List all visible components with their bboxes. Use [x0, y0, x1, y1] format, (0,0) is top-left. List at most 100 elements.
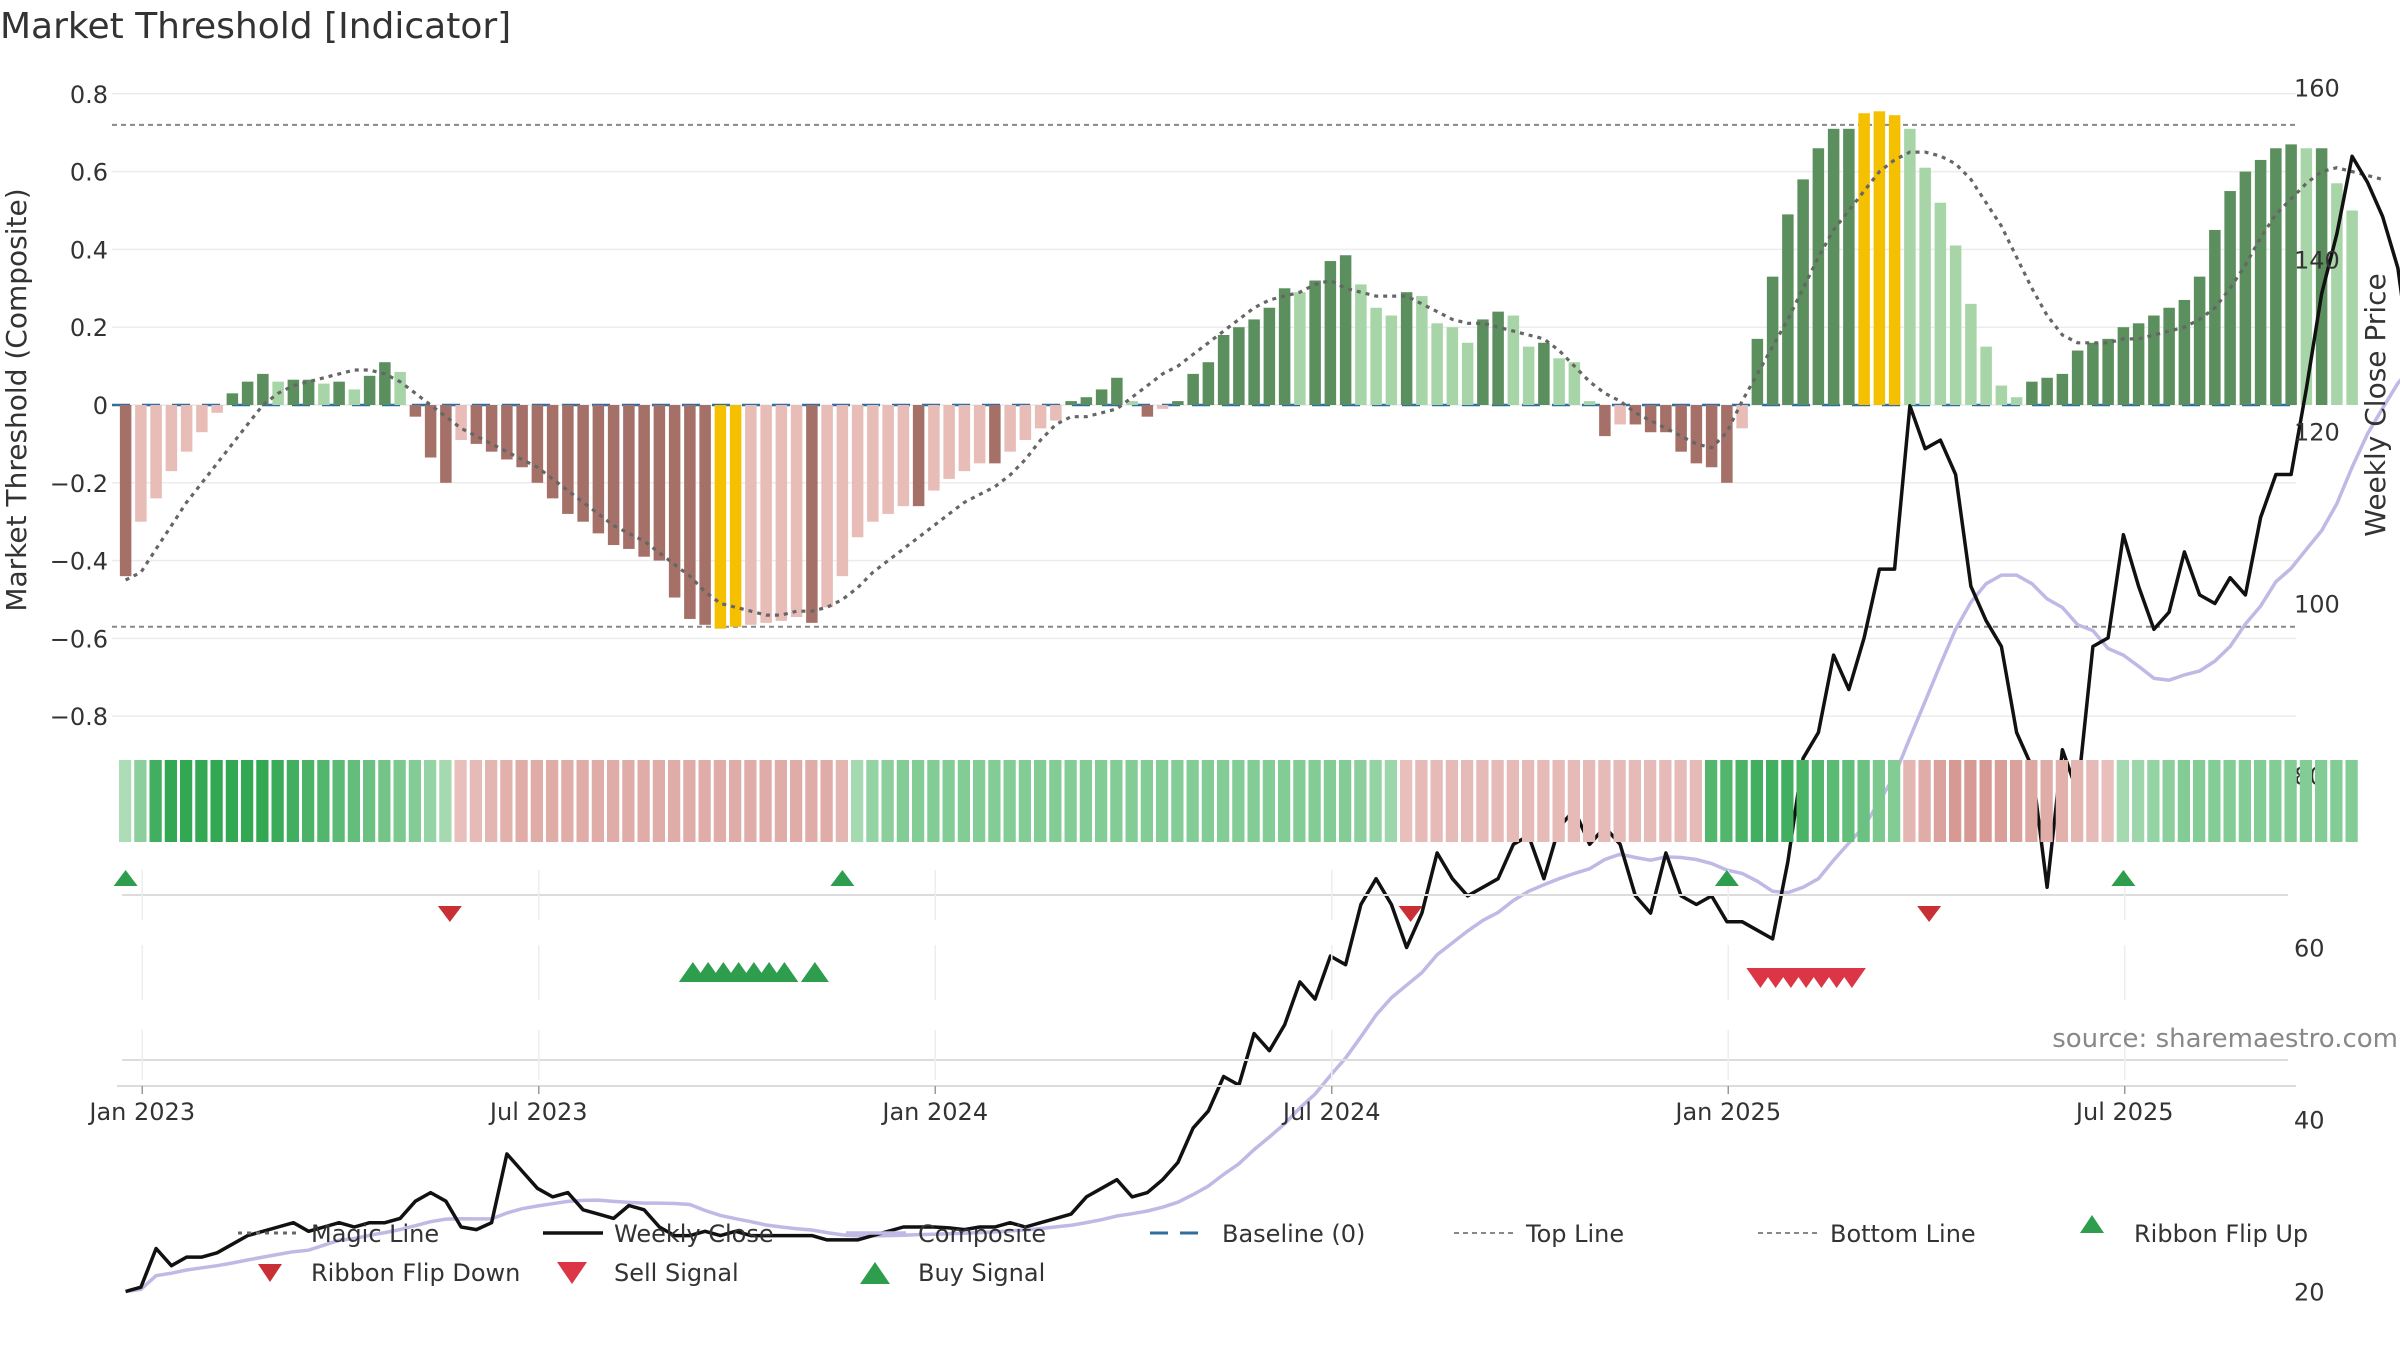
composite-bar	[562, 405, 574, 514]
composite-bar	[470, 405, 483, 444]
ribbon-cell	[2132, 760, 2145, 842]
composite-bar	[119, 405, 132, 577]
composite-bar	[1827, 128, 1840, 405]
composite-bar	[226, 393, 239, 405]
composite-bar	[668, 405, 681, 598]
ribbon-cell	[2177, 760, 2190, 842]
ribbon-cell	[1034, 760, 1047, 842]
ribbon-cell	[561, 760, 574, 842]
ribbon-cell	[652, 760, 665, 842]
ribbon-cell	[835, 760, 848, 842]
ribbon-cell	[713, 760, 726, 842]
composite-bar	[379, 362, 391, 405]
ribbon-cell	[2147, 760, 2160, 842]
ribbon-cell	[1018, 760, 1031, 842]
x-tick-label: Jul 2023	[488, 1098, 588, 1126]
ribbon-cell	[1140, 760, 1153, 842]
composite-bar	[2285, 144, 2297, 405]
composite-bar	[455, 405, 467, 441]
composite-bar	[989, 405, 1001, 464]
x-tick-label: Jul 2025	[2074, 1098, 2174, 1126]
composite-bar	[867, 405, 879, 522]
ribbon-cell	[1537, 760, 1550, 842]
composite-bar	[1888, 115, 1901, 405]
ribbon-cell	[1079, 760, 1092, 842]
ribbon-cell	[1262, 760, 1275, 842]
ribbon-cell	[866, 760, 879, 842]
ribbon-cell	[378, 760, 391, 842]
composite-bar	[2239, 171, 2252, 405]
ribbon-cell	[2284, 760, 2297, 842]
ribbon-cell	[2055, 760, 2068, 842]
ribbon-cell	[1964, 760, 1977, 842]
composite-bar	[2010, 397, 2023, 405]
composite-bar	[1629, 405, 1642, 425]
ribbon-cell	[973, 760, 986, 842]
y-axis-ticks: 0.8 0.6 0.4 0.2 0 −0.2 −0.4 −0.6 −0.8	[50, 81, 108, 731]
y-tick-label: −0.4	[50, 548, 108, 576]
ribbon-cell	[1857, 760, 1870, 842]
triangle-up-icon	[2080, 1215, 2104, 1233]
composite-bar	[775, 405, 788, 621]
x-tick-label: Jul 2024	[1281, 1098, 1381, 1126]
triangle-up-icon	[860, 1262, 890, 1284]
composite-bar	[897, 405, 910, 507]
composite-bar	[638, 405, 650, 557]
composite-bar	[1599, 405, 1611, 437]
composite-bar	[1614, 405, 1626, 425]
ribbon-cell	[1186, 760, 1199, 842]
ribbon-cell	[1659, 760, 1672, 842]
composite-bars	[119, 111, 2358, 629]
composite-bar	[2163, 307, 2175, 405]
legend-label: Weekly Close	[614, 1220, 774, 1248]
y2-tick-label: 140	[2294, 247, 2340, 275]
ribbon-cell	[1598, 760, 1611, 842]
composite-bar	[1400, 292, 1413, 405]
composite-bar	[1858, 113, 1870, 405]
y-tick-label: 0.2	[70, 314, 108, 342]
ribbon-cell	[1628, 760, 1641, 842]
ribbon-cell	[2330, 760, 2343, 842]
ribbon-cell	[241, 760, 254, 842]
composite-bar	[2300, 148, 2313, 405]
ribbon-cell	[942, 760, 955, 842]
ribbon-flip-up-marker	[1714, 870, 1739, 886]
y-tick-label: −0.2	[50, 470, 108, 498]
ribbon-cell	[2315, 760, 2328, 842]
ribbon-cell	[119, 760, 132, 842]
ribbon-cell	[2116, 760, 2129, 842]
composite-bar	[592, 405, 605, 534]
composite-bar	[1995, 385, 2008, 405]
ribbon-cell	[1323, 760, 1336, 842]
composite-bar	[196, 405, 208, 433]
ribbon-cell	[1339, 760, 1352, 842]
ribbon-cell	[2223, 760, 2236, 842]
composite-bar	[684, 405, 696, 619]
composite-bar	[1507, 315, 1520, 405]
ribbon-cell	[1842, 760, 1855, 842]
composite-bar	[1172, 401, 1184, 405]
composite-bar	[2148, 315, 2160, 405]
legend-item-composite: Composite	[846, 1220, 1046, 1248]
ribbon-cell	[2025, 760, 2038, 842]
ribbon-cell	[774, 760, 787, 842]
composite-bar	[760, 405, 772, 623]
ribbon-cell	[1232, 760, 1245, 842]
y2-axis-ticks: 16014012010080604020	[2294, 75, 2340, 1307]
composite-bar	[2315, 148, 2328, 405]
ribbon-cell	[2162, 760, 2175, 842]
composite-bar	[973, 405, 986, 464]
composite-bar	[2224, 191, 2236, 405]
ribbon-cell	[149, 760, 162, 842]
composite-bar	[1766, 276, 1779, 405]
ribbon-cell	[393, 760, 406, 842]
legend-label: Buy Signal	[918, 1259, 1045, 1287]
legend-label: Baseline (0)	[1222, 1220, 1365, 1248]
ribbon-cell	[1705, 760, 1718, 842]
composite-bar	[623, 405, 635, 549]
x-tick-label: Jan 2024	[880, 1098, 988, 1126]
composite-bar	[836, 405, 849, 577]
ribbon-cell	[1781, 760, 1794, 842]
buy-signal-marker	[770, 962, 799, 982]
ribbon-cell	[1750, 760, 1763, 842]
